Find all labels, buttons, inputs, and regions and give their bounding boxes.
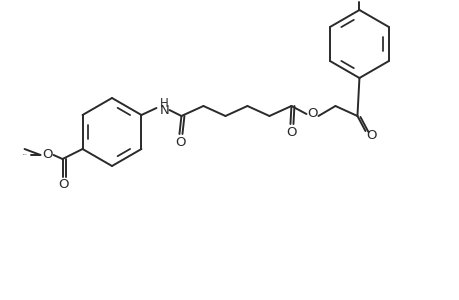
Text: O: O [42, 148, 53, 160]
Text: O: O [285, 125, 296, 139]
Text: O: O [58, 178, 69, 191]
Text: Cl: Cl [352, 0, 365, 1]
Text: H: H [160, 97, 168, 110]
Text: O: O [365, 128, 376, 142]
Text: methyl: methyl [23, 153, 28, 154]
Text: N: N [159, 103, 169, 116]
Text: O: O [307, 106, 317, 119]
Text: O: O [175, 136, 185, 148]
